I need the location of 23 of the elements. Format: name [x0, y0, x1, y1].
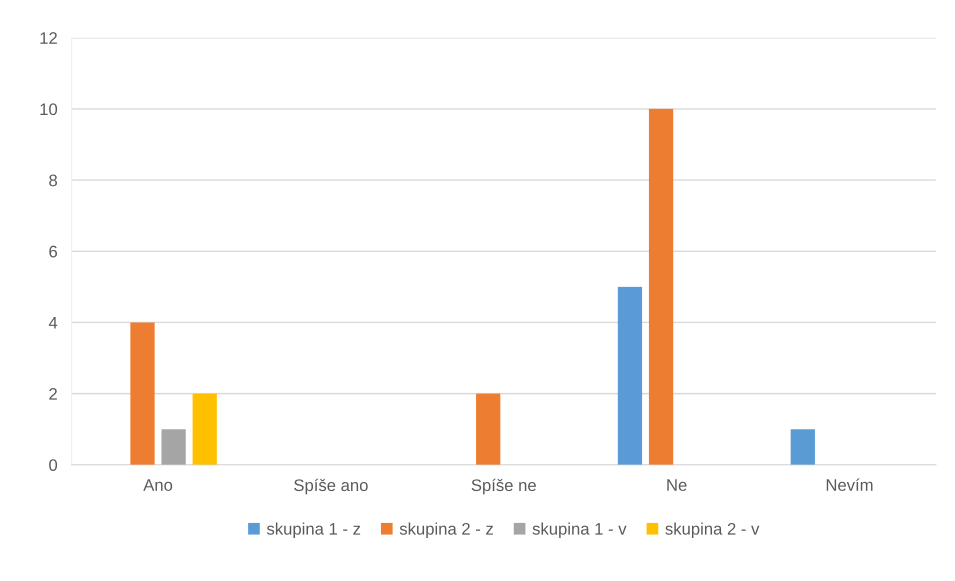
legend-label: skupina 2 - z	[400, 522, 493, 538]
bar	[476, 394, 500, 465]
bar	[161, 429, 186, 465]
legend-label: skupina 1 - z	[266, 522, 360, 538]
bar	[192, 394, 217, 465]
x-tick-label: Ne	[667, 479, 687, 491]
legend-label: skupina 1 - v	[532, 522, 627, 538]
bar	[648, 108, 674, 465]
y-tick-label: 10	[40, 103, 58, 116]
y-tick-label: 0	[49, 459, 58, 472]
y-tick-label: 6	[49, 246, 58, 258]
x-tick-label: Nevím	[826, 478, 872, 491]
y-tick-label: 2	[49, 388, 57, 400]
y-tick-label: 4	[48, 317, 58, 328]
y-tick-label: 12	[40, 32, 57, 44]
x-tick-label: Spíše ano	[294, 478, 368, 494]
y-tick-label: 8	[49, 174, 58, 186]
bar	[790, 429, 815, 465]
x-tick-label: Ano	[143, 479, 172, 491]
legend-label: skupina 2 - v	[665, 522, 760, 538]
x-tick-label: Spíše ne	[472, 478, 536, 494]
bar	[618, 286, 642, 465]
bar	[130, 322, 155, 465]
